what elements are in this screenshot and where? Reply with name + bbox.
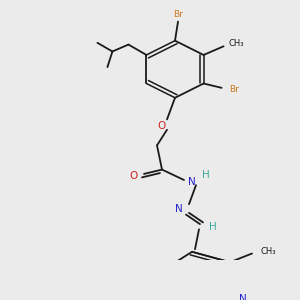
Text: N: N [239, 294, 247, 300]
Text: CH₃: CH₃ [260, 247, 276, 256]
Text: N: N [175, 203, 183, 214]
Text: O: O [130, 171, 138, 181]
Text: N: N [188, 177, 196, 187]
Text: H: H [202, 170, 210, 180]
Text: Br: Br [173, 10, 183, 19]
Text: O: O [158, 121, 166, 131]
Text: H: H [209, 222, 217, 232]
Text: Br: Br [229, 85, 238, 94]
Text: CH₃: CH₃ [229, 39, 244, 48]
